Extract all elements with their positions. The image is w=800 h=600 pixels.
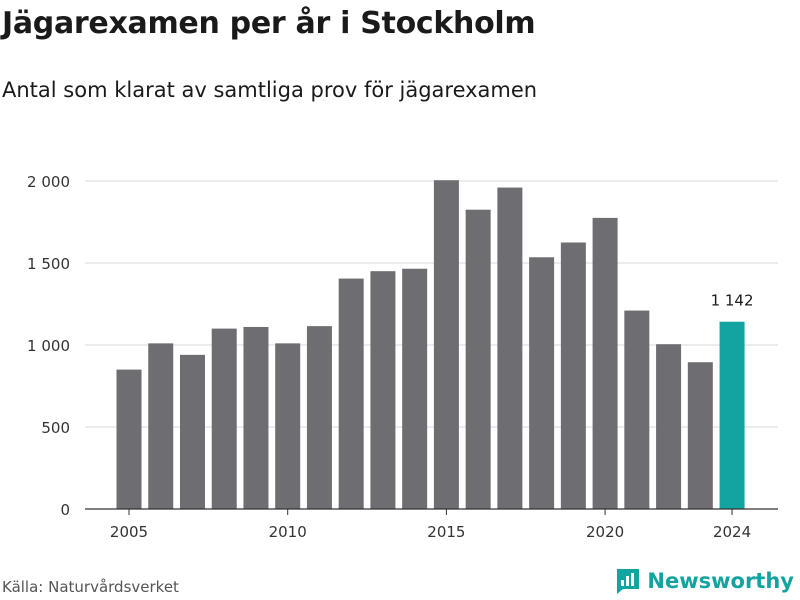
- bar: [116, 369, 142, 509]
- bar: [560, 242, 586, 509]
- bar: [370, 271, 396, 509]
- source-note: Källa: Naturvårdsverket: [2, 578, 179, 596]
- x-tick-label: 2010: [269, 523, 307, 541]
- bar: [243, 326, 269, 509]
- y-tick-label: 0: [60, 501, 70, 519]
- bar: [529, 257, 555, 509]
- brand-name: Newsworthy: [647, 569, 794, 593]
- bar: [497, 187, 523, 509]
- highlighted-bar: [719, 321, 745, 509]
- bar: [338, 278, 364, 509]
- bar: [148, 343, 174, 509]
- bar: [402, 268, 428, 509]
- chart-subtitle: Antal som klarat av samtliga prov för jä…: [2, 78, 538, 102]
- chart-title: Jägarexamen per år i Stockholm: [2, 6, 536, 41]
- y-tick-label: 500: [41, 419, 70, 437]
- bar: [465, 209, 491, 509]
- bar: [687, 362, 713, 509]
- bar: [592, 217, 618, 509]
- bar-chart: 0 500 1 000 1 500 2 000 2005 2010 2015 2020 2024 1…: [27, 173, 778, 541]
- bar: [275, 343, 301, 509]
- bar: [624, 310, 650, 509]
- x-tick-label: 2024: [713, 523, 751, 541]
- bar: [656, 344, 682, 509]
- x-tick-label: 2015: [427, 523, 465, 541]
- data-label: 1 142: [711, 292, 754, 310]
- y-tick-label: 2 000: [27, 173, 70, 191]
- bar: [306, 326, 332, 509]
- newsworthy-brand[interactable]: Newsworthy: [615, 567, 794, 595]
- bar: [433, 180, 459, 509]
- y-tick-label: 1 000: [27, 337, 70, 355]
- bar: [211, 328, 237, 509]
- x-tick-label: 2020: [586, 523, 624, 541]
- y-tick-label: 1 500: [27, 255, 70, 273]
- newsworthy-logo-icon: [617, 569, 640, 594]
- bar: [179, 354, 205, 509]
- x-tick-label: 2005: [110, 523, 148, 541]
